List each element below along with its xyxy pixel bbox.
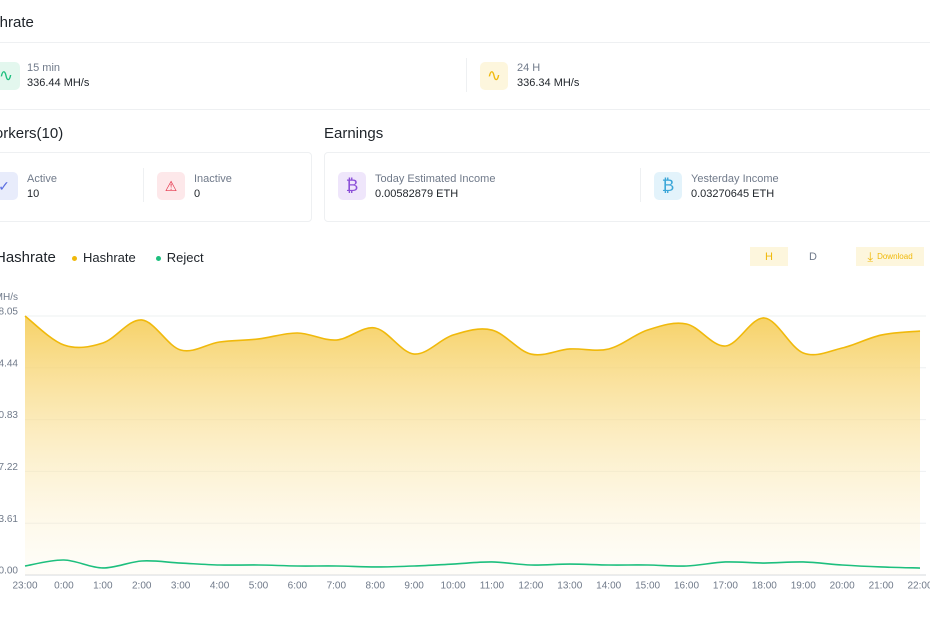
label: 15 min <box>27 62 61 74</box>
icon: ✓ <box>0 172 18 200</box>
divider <box>143 168 144 202</box>
button[interactable]: H <box>750 247 788 266</box>
x-tick-label: 15:00 <box>635 581 660 592</box>
y-tick-label: 0.00 <box>0 566 18 577</box>
x-tick-label: 6:00 <box>288 581 308 592</box>
x-tick-label: 9:00 <box>404 581 424 592</box>
area <box>25 316 920 575</box>
legend-dot <box>72 256 77 262</box>
label: Yesterday Income <box>691 173 779 185</box>
value: 336.34 MH/s <box>517 77 580 89</box>
icon: ⚠ <box>157 172 185 200</box>
line <box>24 315 921 356</box>
panel <box>0 152 312 222</box>
x-tick-label: 0:00 <box>54 581 74 592</box>
x-tick-label: 18:00 <box>752 581 777 592</box>
icon: ₿ <box>654 172 682 200</box>
section-title: Hashrate <box>0 14 34 31</box>
legend-item[interactable]: Hashrate <box>72 250 136 265</box>
value: 0.03270645 ETH <box>691 188 775 200</box>
section-title: Workers(10) <box>0 125 64 142</box>
x-tick-label: 11:00 <box>480 581 505 592</box>
y-tick-label: 294.44 <box>0 358 18 369</box>
legend-dot <box>155 256 161 262</box>
divider <box>466 58 467 92</box>
x-tick-label: 21:00 <box>869 581 894 592</box>
x-tick-label: 1:00 <box>93 581 113 592</box>
legend-label: Hashrate <box>83 250 136 265</box>
y-tick-label: 73.61 <box>0 514 18 525</box>
x-tick-label: 13:00 <box>557 581 582 592</box>
button[interactable]: D <box>809 250 817 263</box>
value: 0 <box>194 188 201 200</box>
section-title: Earnings <box>324 125 384 142</box>
button-label: Download <box>877 252 913 261</box>
line <box>24 559 921 569</box>
x-tick-label: 5:00 <box>249 581 269 592</box>
label: Inactive <box>194 173 232 185</box>
x-tick-label: 20:00 <box>830 581 855 592</box>
icon: ∿ <box>480 62 508 90</box>
value: 0.00582879 ETH <box>375 188 459 200</box>
x-tick-label: 16:00 <box>674 581 699 592</box>
x-tick-label: 10:00 <box>441 581 466 592</box>
x-tick-label: 22:00 <box>907 581 930 592</box>
icon: ₿ <box>338 172 366 200</box>
y-tick-label: 147.22 <box>0 462 18 473</box>
panel <box>324 152 930 222</box>
x-tick-label: 3:00 <box>171 581 191 592</box>
label: Today Estimated Income <box>375 173 496 185</box>
x-tick-label: 12:00 <box>518 581 543 592</box>
legend: Hashrate Reject <box>72 250 204 265</box>
value: 336.44 MH/s <box>27 77 90 89</box>
y-tick-label: 368.05 <box>0 307 18 318</box>
x-tick-label: 23:00 <box>12 581 37 592</box>
x-tick-label: 17:00 <box>713 581 738 592</box>
x-tick-label: 19:00 <box>791 581 816 592</box>
panel <box>0 42 930 110</box>
value: 10 <box>27 188 40 200</box>
legend-item[interactable]: Reject <box>155 250 204 265</box>
x-tick-label: 7:00 <box>327 581 347 592</box>
x-tick-label: 4:00 <box>210 581 230 592</box>
icon: ∿ <box>0 62 20 90</box>
button[interactable]: ⤓ Download <box>856 247 924 266</box>
chart-title: Hashrate <box>0 249 56 266</box>
label: 24 H <box>517 62 541 74</box>
divider <box>640 168 641 202</box>
label: Active <box>27 173 57 185</box>
legend-label: Reject <box>166 250 204 265</box>
y-axis-label: MH/s <box>0 292 18 303</box>
x-tick-label: 2:00 <box>132 581 152 592</box>
x-tick-label: 8:00 <box>365 581 385 592</box>
y-tick-label: 220.83 <box>0 410 18 421</box>
x-tick-label: 14:00 <box>596 581 621 592</box>
